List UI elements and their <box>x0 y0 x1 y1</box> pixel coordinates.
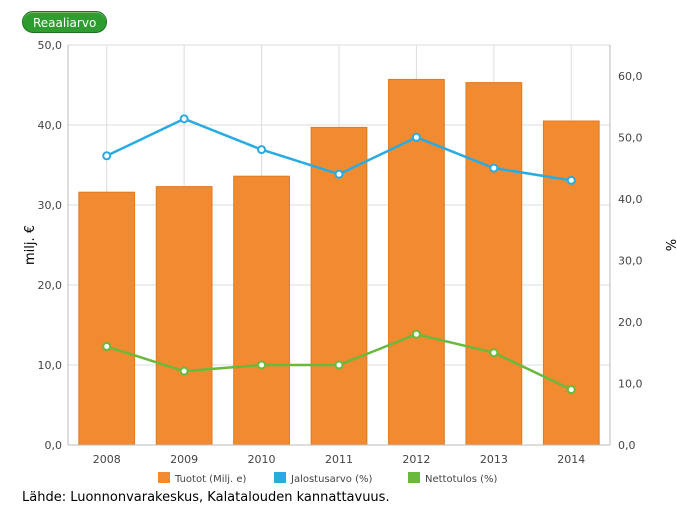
chart: 0,0 10,0 20,0 30,0 40,0 50,0 0,0 10,0 20,0 30,0 40… <box>23 39 677 485</box>
legend-swatch <box>158 472 170 483</box>
x-tick-label: 2014 <box>557 453 585 466</box>
axes: 0,0 10,0 20,0 30,0 40,0 50,0 0,0 10,0 20,0 30,0 40… <box>23 39 677 466</box>
x-tick-label: 2012 <box>402 453 430 466</box>
y-right-tick-label: 0,0 <box>618 439 636 452</box>
bar <box>233 175 290 446</box>
y-left-tick-label: 40,0 <box>38 119 63 132</box>
y-right-tick-label: 50,0 <box>618 131 643 144</box>
legend-swatch <box>408 472 420 483</box>
data-point <box>334 169 344 179</box>
data-point <box>257 145 267 155</box>
legend: Tuotot (Milj. e) Jalostusarvo (%) Nettotul… <box>158 472 498 485</box>
data-point <box>489 348 499 358</box>
data-point <box>179 114 189 124</box>
y-left-tick-label: 30,0 <box>38 199 63 212</box>
bar <box>155 186 213 446</box>
y-right-tick-label: 30,0 <box>618 254 643 267</box>
bar <box>465 82 523 446</box>
data-point <box>411 329 421 339</box>
y-right-tick-label: 20,0 <box>618 316 643 329</box>
y-left-tick-label: 0,0 <box>45 439 63 452</box>
reaaliarvo-toggle-button[interactable]: Reaaliarvo <box>22 11 108 33</box>
x-tick-label: 2009 <box>170 453 198 466</box>
source-note: Lähde: Luonnonvarakeskus, Kalatalouden k… <box>22 490 390 505</box>
data-point <box>489 163 499 173</box>
legend-swatch <box>274 472 286 483</box>
x-tick-label: 2010 <box>248 453 276 466</box>
x-tick-label: 2008 <box>93 453 121 466</box>
y-left-tick-label: 10,0 <box>38 359 63 372</box>
y-left-tick-label: 50,0 <box>38 39 63 52</box>
y-right-tick-label: 40,0 <box>618 193 643 206</box>
data-point <box>102 151 112 161</box>
line-series <box>102 114 576 395</box>
bar-series <box>78 78 600 446</box>
bar <box>78 191 136 446</box>
y-right-axis-title: % <box>662 239 677 251</box>
y-right-tick-label: 60,0 <box>618 70 643 83</box>
legend-label: Nettotulos (%) <box>425 474 498 485</box>
data-point <box>334 360 344 370</box>
data-point <box>411 132 421 142</box>
y-left-tick-label: 20,0 <box>38 279 63 292</box>
data-point <box>179 366 189 376</box>
legend-label: Jalostusarvo (%) <box>290 474 373 485</box>
legend-label: Tuotot (Milj. e) <box>174 474 247 485</box>
data-point <box>102 342 112 352</box>
x-tick-label: 2011 <box>325 453 353 466</box>
data-point <box>566 385 576 395</box>
x-tick-label: 2013 <box>480 453 508 466</box>
data-point <box>566 175 576 185</box>
data-point <box>257 360 267 370</box>
y-left-axis-title: milj. € <box>23 225 38 265</box>
y-right-tick-label: 10,0 <box>618 377 643 390</box>
bar <box>542 120 600 446</box>
